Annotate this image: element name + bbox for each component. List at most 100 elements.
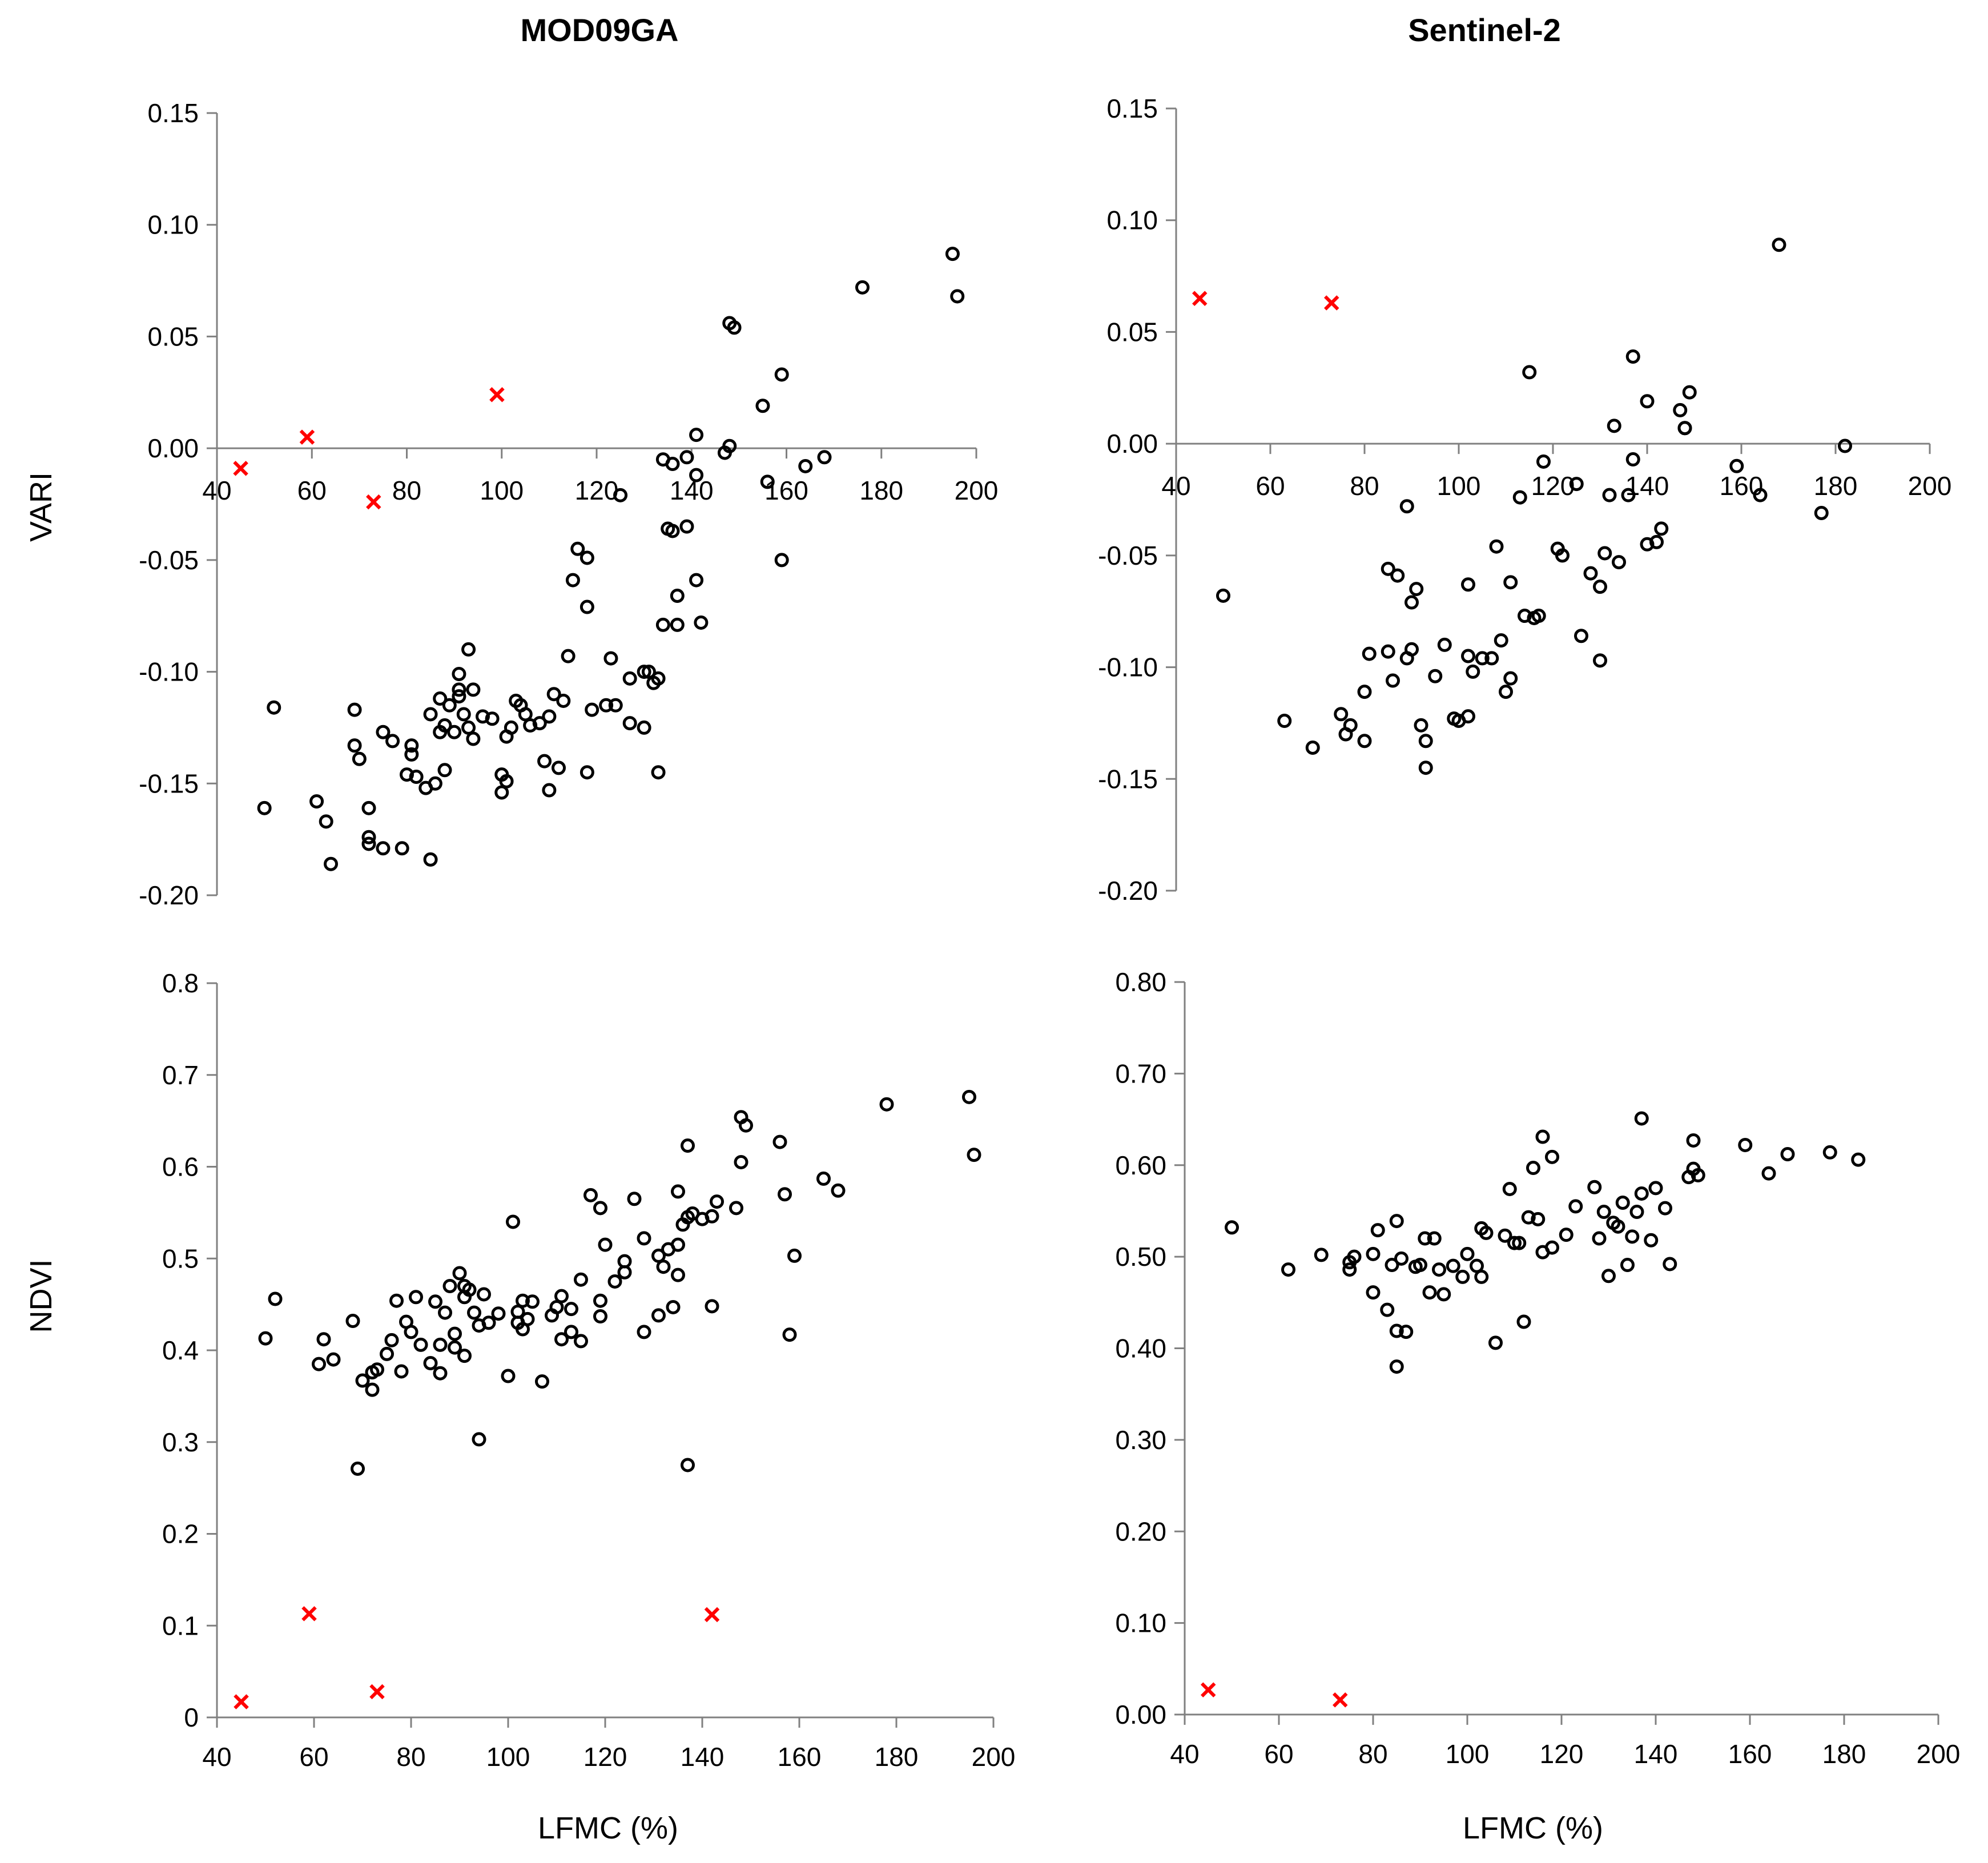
vari-mod09ga-data-point: [755, 399, 770, 413]
vari-mod09ga-outlier-point: [299, 429, 315, 445]
vari-sentinel2-data-point: [1357, 685, 1372, 699]
vari-sentinel2-data-point: [1654, 521, 1669, 536]
ndvi-sentinel2-data-point: [1474, 1269, 1489, 1284]
ndvi-sentinel2-data-point: [1366, 1246, 1381, 1261]
vari-mod09ga-x-tick-label: 200: [955, 476, 999, 505]
ndvi-mod09ga-x-tick-label: 80: [396, 1742, 425, 1772]
vari-mod09ga-data-point: [257, 800, 272, 815]
ndvi-mod09ga-data-point: [326, 1352, 341, 1367]
ndvi-sentinel2-outlier-point: [1201, 1682, 1216, 1697]
vari-mod09ga-data-point: [665, 524, 680, 538]
vari-mod09ga-outlier-stroke: [366, 494, 381, 510]
ndvi-mod09ga-data-point: [583, 1188, 598, 1202]
ndvi-sentinel2-data-point: [1479, 1225, 1494, 1240]
ndvi-mod09ga-x-tick-label: 160: [778, 1742, 822, 1772]
ndvi-sentinel2-data-point: [1691, 1168, 1705, 1182]
ndvi-mod09ga-y-tick-label: 0.7: [162, 1060, 199, 1090]
row-label-ndvi: NDVI: [24, 1259, 58, 1333]
vari-mod09ga-data-point: [774, 553, 789, 568]
vari-mod09ga-data-point: [637, 720, 651, 735]
vari-sentinel2-data-point: [1625, 349, 1640, 364]
ndvi-mod09ga-data-point: [501, 1369, 516, 1383]
vari-mod09ga-x-tick-label: 140: [670, 476, 714, 505]
vari-sentinel2-data-point: [1593, 580, 1607, 594]
vari-sentinel2-data-point: [1597, 546, 1612, 561]
ndvi-mod09ga-y-tick-label: 0.3: [162, 1427, 199, 1457]
ndvi-sentinel2-data-point: [1413, 1258, 1427, 1273]
vari-sentinel2-data-point: [1494, 633, 1508, 648]
ndvi-sentinel2-data-point: [1498, 1228, 1512, 1243]
ndvi-mod09ga-outlier-stroke: [301, 1606, 317, 1621]
vari-mod09ga-outlier-stroke: [233, 461, 248, 476]
ndvi-mod09ga-outlier-point: [369, 1684, 385, 1700]
ndvi-mod09ga-x-tick-label: 200: [972, 1742, 1016, 1772]
ndvi-sentinel2-y-tick-label: 0.70: [1115, 1059, 1166, 1088]
ndvi-sentinel2-data-point: [1455, 1269, 1470, 1284]
ndvi-mod09ga-data-point: [404, 1325, 418, 1339]
vari-sentinel2-data-point: [1649, 534, 1664, 549]
ndvi-mod09ga-data-point: [627, 1192, 642, 1206]
vari-mod09ga-y-tick-label: 0.10: [147, 210, 199, 240]
ndvi-sentinel2-data-point: [1761, 1166, 1776, 1181]
column-title-sentinel2: Sentinel-2: [1408, 12, 1561, 48]
x-axis-label-mod09ga: LFMC (%): [538, 1811, 678, 1845]
ndvi-sentinel2-data-point: [1507, 1236, 1522, 1250]
vari-mod09ga-data-point: [722, 438, 737, 453]
vari-sentinel2-data-point: [1640, 394, 1655, 409]
vari-sentinel2-x-tick-label: 40: [1161, 471, 1190, 501]
ndvi-mod09ga-data-point: [607, 1274, 622, 1289]
ndvi-mod09ga-y-tick-label: 0.4: [162, 1335, 199, 1365]
vari-mod09ga-data-point: [385, 734, 400, 749]
vari-mod09ga-data-point: [466, 682, 481, 697]
ndvi-mod09ga-data-point: [549, 1299, 564, 1314]
vari-mod09ga-data-point: [622, 716, 637, 731]
vari-mod09ga-data-point: [651, 671, 666, 686]
vari-sentinel2-y-tick-label: 0.10: [1106, 206, 1158, 235]
x-axis-label-sentinel2: LFMC (%): [1463, 1811, 1603, 1845]
vari-mod09ga-data-point: [319, 814, 333, 829]
ndvi-mod09ga-data-point: [452, 1266, 467, 1281]
ndvi-mod09ga-outlier-point: [704, 1607, 720, 1623]
ndvi-mod09ga-data-point: [433, 1366, 448, 1381]
vari-sentinel2-data-point: [1729, 458, 1744, 473]
ndvi-sentinel2-data-point: [1851, 1152, 1866, 1167]
vari-mod09ga-data-point: [504, 720, 518, 735]
ndvi-sentinel2-data-point: [1394, 1251, 1408, 1266]
ndvi-mod09ga-data-point: [593, 1309, 607, 1324]
ndvi-mod09ga-data-point: [351, 1461, 365, 1476]
vari-mod09ga-data-point: [655, 617, 670, 632]
ndvi-sentinel2-data-point: [1601, 1269, 1616, 1283]
ndvi-mod09ga-data-point: [516, 1293, 530, 1308]
ndvi-mod09ga-data-point: [681, 1138, 695, 1153]
ndvi-sentinel2-data-point: [1648, 1181, 1663, 1196]
ndvi-mod09ga-outlier-point: [301, 1606, 317, 1621]
vari-mod09ga-data-point: [580, 550, 594, 565]
vari-mod09ga-x-tick-label: 160: [764, 476, 808, 505]
vari-sentinel2-data-point: [1499, 685, 1513, 699]
ndvi-sentinel2-y-tick-label: 0.60: [1115, 1150, 1166, 1180]
vari-sentinel2-data-point: [1602, 488, 1617, 502]
ndvi-mod09ga-data-point: [312, 1357, 326, 1371]
vari-mod09ga-data-point: [361, 836, 376, 851]
ndvi-mod09ga-data-point: [438, 1305, 452, 1320]
ndvi-mod09ga-data-point: [671, 1184, 685, 1199]
vari-sentinel2-data-point: [1418, 761, 1433, 775]
ndvi-mod09ga-data-point: [506, 1214, 520, 1229]
vari-mod09ga-data-point: [423, 852, 438, 867]
ndvi-mod09ga-data-point: [413, 1337, 428, 1352]
ndvi-mod09ga-data-point: [423, 1356, 438, 1371]
ndvi-sentinel2-data-point: [1281, 1262, 1295, 1277]
ndvi-sentinel2-data-point: [1512, 1236, 1527, 1250]
vari-sentinel2-data-point: [1414, 718, 1428, 733]
ndvi-mod09ga-y-tick-label: 0.2: [162, 1519, 199, 1549]
ndvi-mod09ga-x-tick-label: 60: [299, 1742, 328, 1772]
vari-sentinel2-data-point: [1612, 555, 1626, 570]
vari-mod09ga-y-tick-label: -0.20: [139, 880, 199, 910]
ndvi-sentinel2-data-point: [1347, 1249, 1362, 1264]
vari-mod09ga-data-point: [774, 367, 789, 382]
ndvi-mod09ga-x-tick-label: 180: [875, 1742, 919, 1772]
ndvi-mod09ga-data-point: [409, 1290, 423, 1305]
ndvi-sentinel2-data-point: [1535, 1129, 1550, 1144]
ndvi-mod09ga-data-point: [258, 1331, 273, 1346]
